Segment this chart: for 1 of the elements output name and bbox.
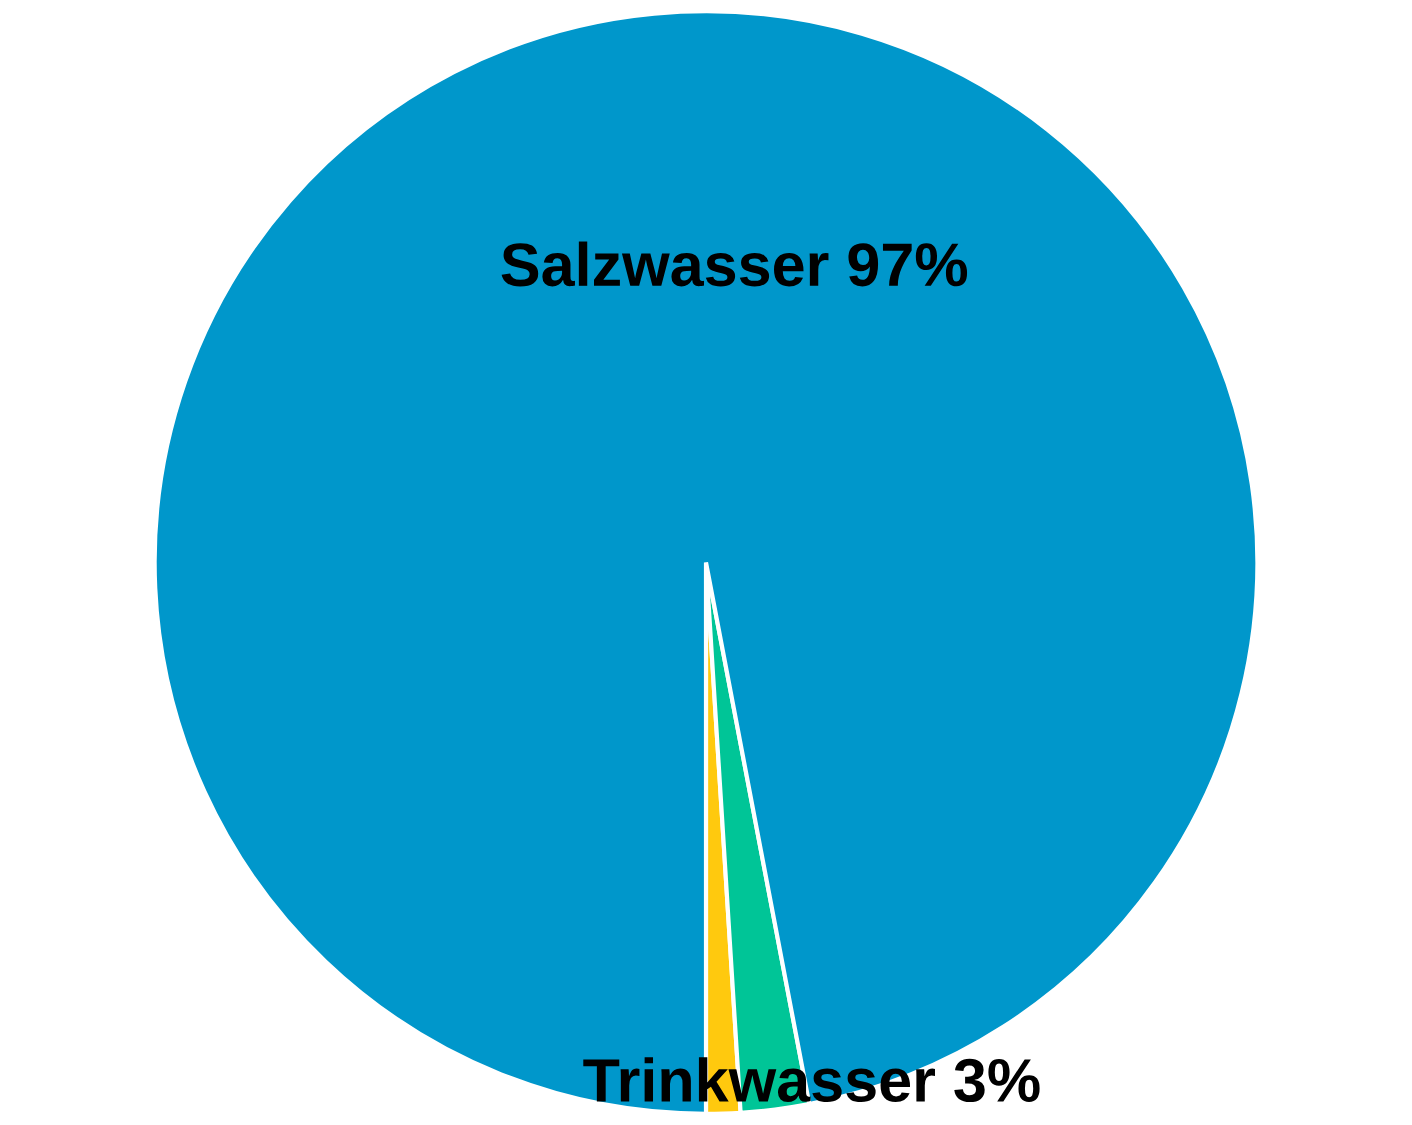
text: Salzwasser 97% <box>501 241 968 287</box>
